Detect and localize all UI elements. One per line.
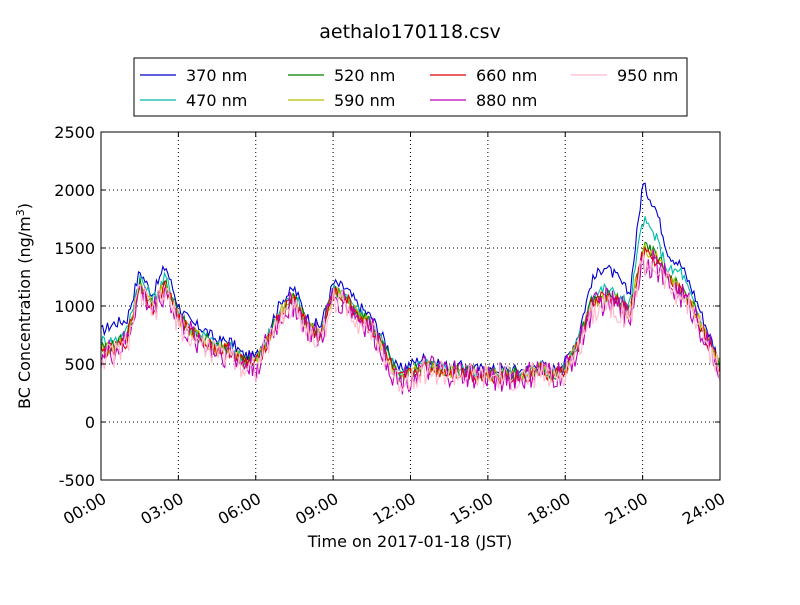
y-tick-label: 2500 (54, 123, 95, 142)
series-group (101, 182, 720, 395)
legend-label: 370 nm (186, 66, 247, 85)
y-tick-label: -500 (59, 471, 95, 490)
legend-item: 520 nm (288, 66, 395, 85)
y-tick-label: 0 (85, 413, 95, 432)
y-tick-label: 500 (64, 355, 95, 374)
y-axis-label: BC Concentration (ng/m3) (14, 203, 35, 409)
legend-item: 880 nm (430, 91, 537, 110)
x-axis-label: Time on 2017-01-18 (JST) (307, 532, 512, 551)
legend-label: 520 nm (334, 66, 395, 85)
legend-label: 880 nm (476, 91, 537, 110)
legend-item: 370 nm (140, 66, 247, 85)
chart-title: aethalo170118.csv (319, 21, 501, 43)
legend: 370 nm 470 nm 520 nm 590 nm 660 nm 880 nm 950 … (133, 57, 688, 117)
legend-item: 590 nm (288, 91, 395, 110)
legend-item: 950 nm (571, 66, 678, 85)
legend-label: 660 nm (476, 66, 537, 85)
legend-label: 590 nm (334, 91, 395, 110)
y-tick-label: 1000 (54, 297, 95, 316)
legend-box (133, 57, 688, 117)
legend-item: 660 nm (430, 66, 537, 85)
y-tick-label: 1500 (54, 239, 95, 258)
legend-label: 950 nm (617, 66, 678, 85)
legend-item: 470 nm (140, 91, 247, 110)
series-line-370-nm (101, 182, 720, 377)
legend-label: 470 nm (186, 91, 247, 110)
series-line-950-nm (101, 253, 720, 393)
y-tick-label: 2000 (54, 181, 95, 200)
